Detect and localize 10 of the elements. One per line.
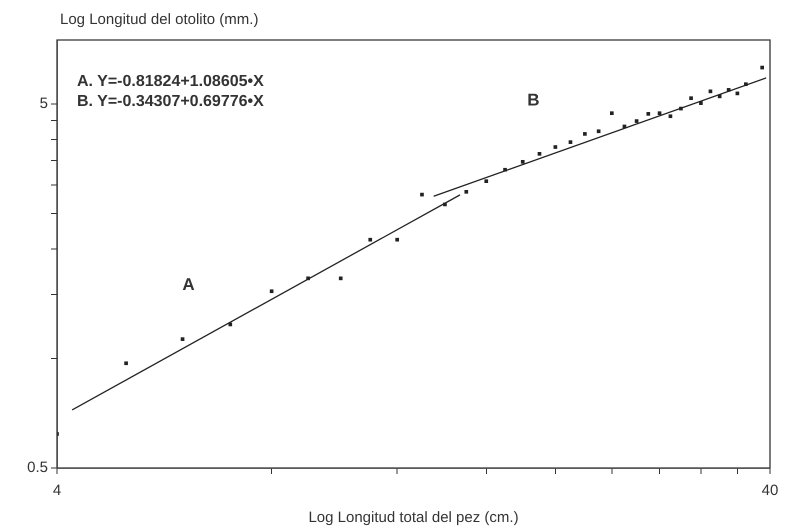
x-axis-title: Log Longitud total del pez (cm.) (308, 509, 519, 526)
y-axis-title: Log Longitud del otolito (mm.) (60, 11, 258, 28)
x-tick-label: 40 (762, 482, 778, 500)
annotation: B. Y=-0.34307+0.69776•X (77, 93, 264, 110)
annotation: A. Y=-0.81824+1.08605•X (77, 73, 264, 90)
text: A (182, 275, 195, 294)
y-tick-label: 0.5 (27, 459, 48, 476)
x-tick-label: 4 (52, 482, 62, 500)
y-tick-label: 5 (40, 95, 48, 112)
text: B (527, 90, 540, 110)
